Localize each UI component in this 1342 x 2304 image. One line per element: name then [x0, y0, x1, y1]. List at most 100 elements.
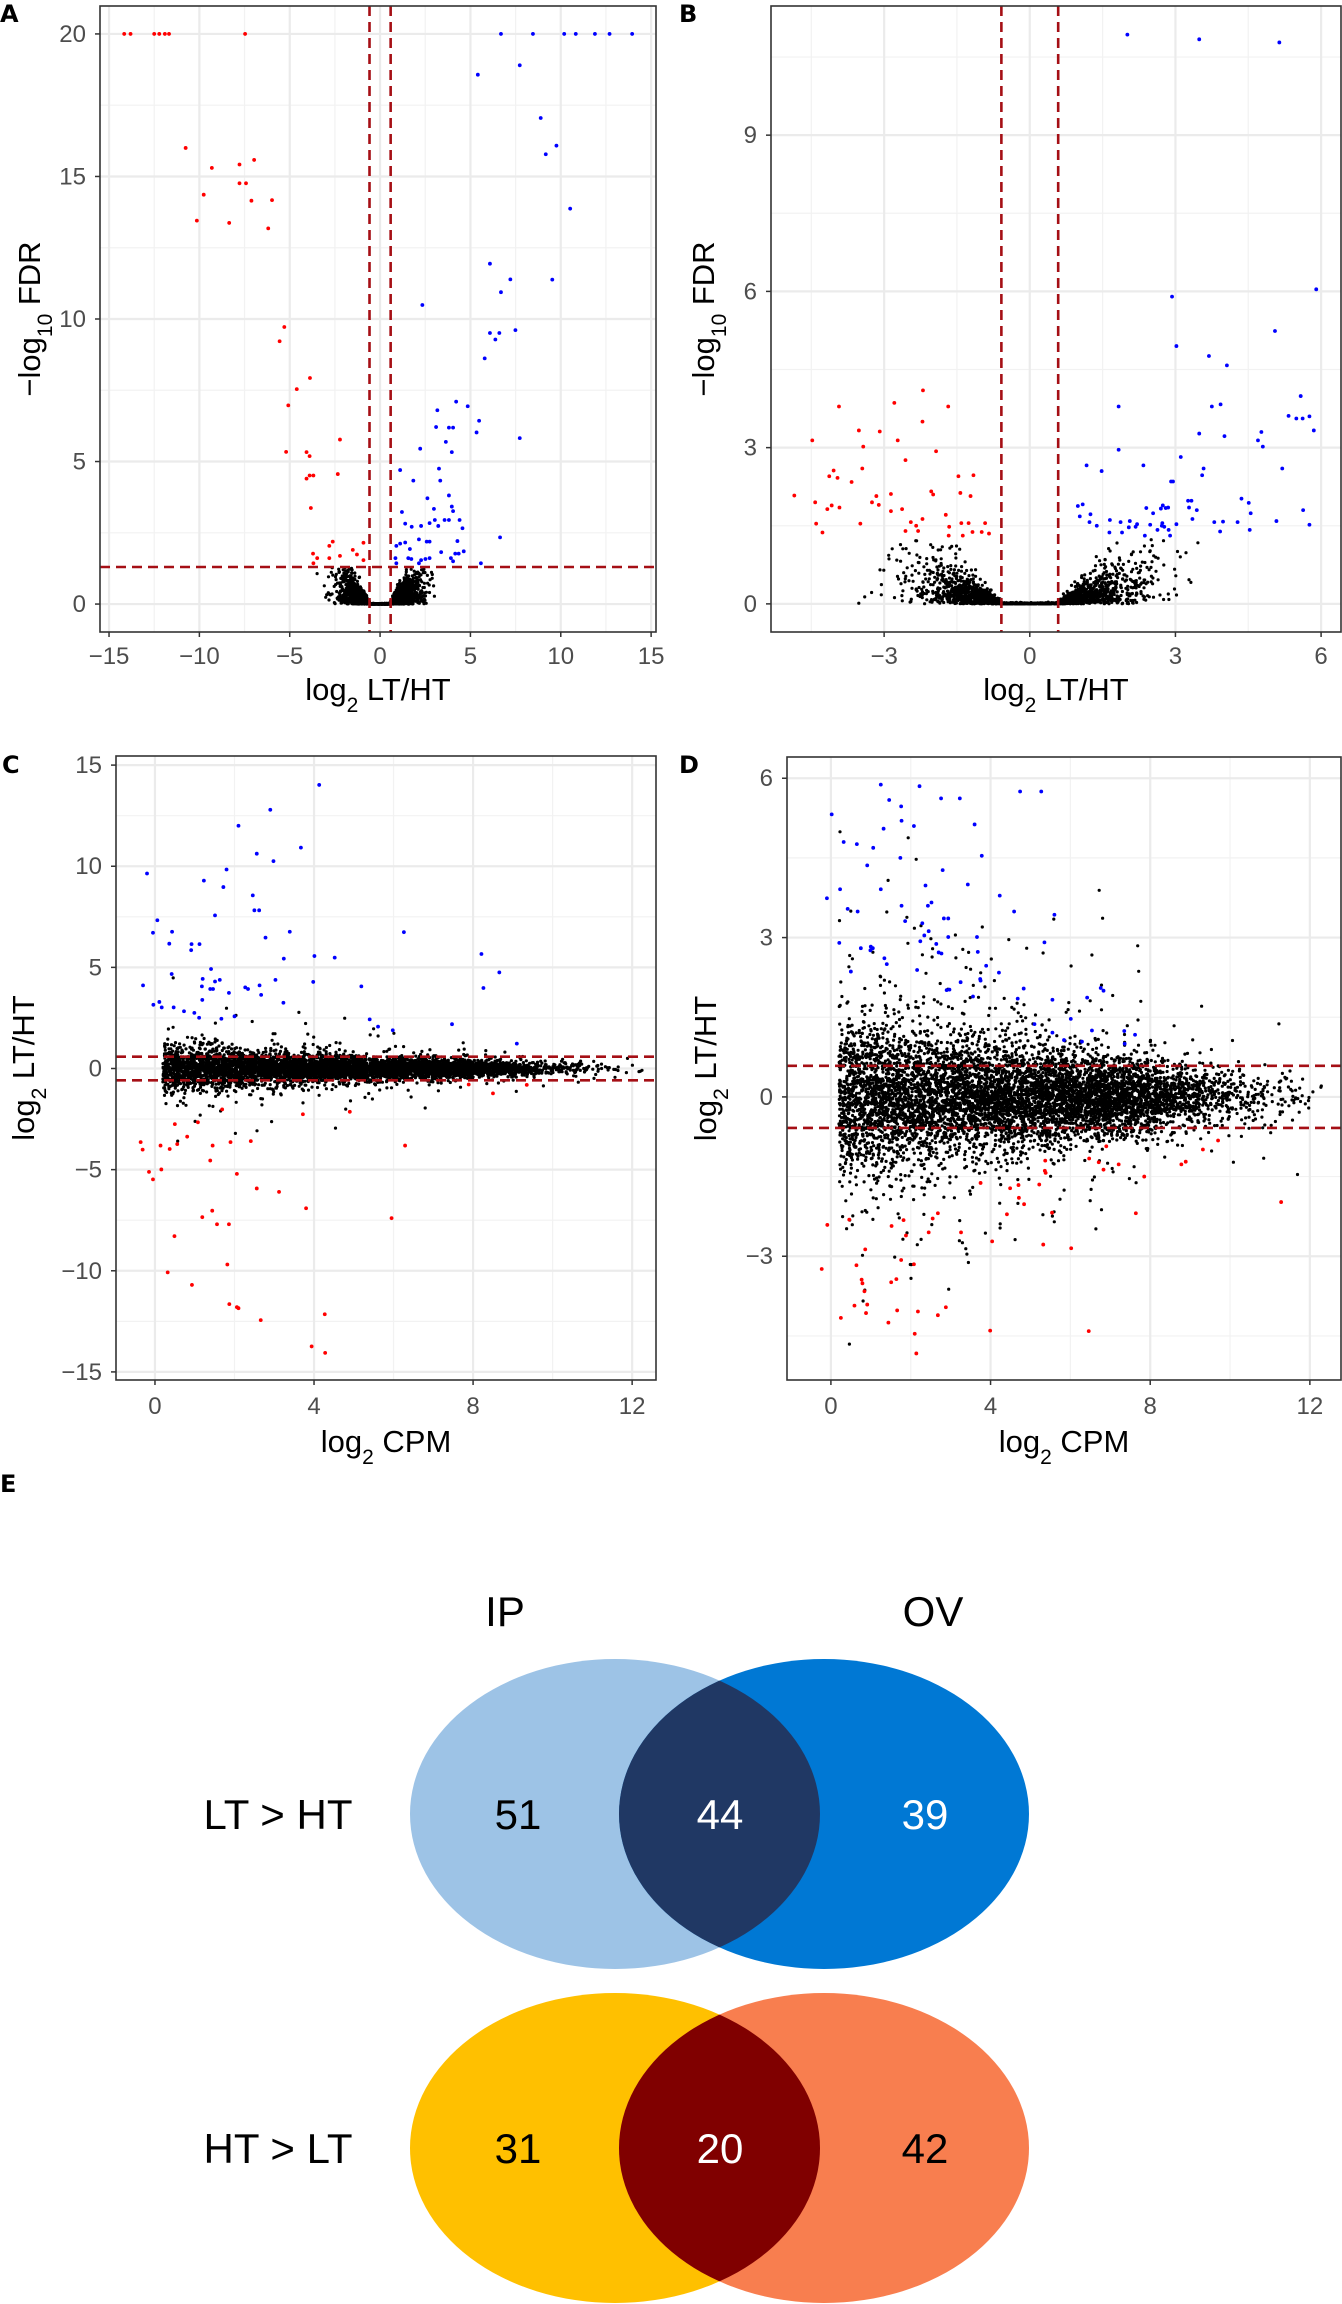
data-point-down [908, 520, 913, 525]
data-point-up [1260, 444, 1265, 449]
data-point-up [1162, 524, 1167, 529]
data-point-not-significant [328, 593, 333, 597]
data-point-up [432, 518, 437, 522]
data-point-not-significant [1173, 567, 1177, 571]
data-point-not-significant [887, 553, 891, 557]
data-point-not-significant [326, 591, 330, 595]
data-point-not-significant [1116, 562, 1120, 566]
data-point-not-significant [1150, 560, 1154, 564]
x-tick-label: 0 [1023, 643, 1036, 670]
data-point-not-significant [917, 561, 921, 565]
data-point-not-significant [917, 571, 921, 575]
data-point-up [1298, 394, 1303, 398]
y-tick-label: 20 [59, 21, 86, 48]
data-point-down [201, 192, 206, 197]
data-point-not-significant [969, 568, 974, 572]
data-point-not-significant [331, 573, 335, 577]
data-point-not-significant [1080, 575, 1084, 580]
data-point-not-significant [354, 602, 358, 606]
data-point-not-significant [952, 580, 956, 584]
data-point-up [1274, 519, 1279, 523]
data-point-not-significant [383, 601, 387, 606]
data-point-up [1107, 530, 1112, 535]
data-point-up [1311, 428, 1316, 433]
data-point-down [914, 523, 919, 528]
data-point-not-significant [950, 577, 954, 581]
data-point-not-significant [1178, 555, 1182, 559]
data-point-not-significant [931, 583, 935, 587]
data-point-not-significant [358, 592, 362, 596]
data-point-not-significant [978, 587, 983, 591]
axis-title-text: log [305, 672, 346, 707]
data-point-not-significant [1093, 589, 1097, 593]
data-point-not-significant [1080, 585, 1084, 589]
data-point-not-significant [921, 580, 925, 584]
data-point-not-significant [1119, 585, 1123, 589]
data-point-not-significant [1115, 598, 1119, 602]
data-point-not-significant [1104, 590, 1108, 594]
data-point-not-significant [340, 574, 344, 578]
data-point-down [827, 474, 832, 479]
data-point-not-significant [1053, 602, 1058, 606]
axis-title-subscript: 2 [347, 694, 359, 717]
data-point-not-significant [947, 576, 952, 580]
data-point-not-significant [985, 596, 989, 601]
data-point-not-significant [1130, 591, 1134, 596]
data-point-not-significant [1085, 598, 1089, 602]
data-point-up [1116, 447, 1121, 452]
data-point-not-significant [322, 584, 326, 588]
data-point-not-significant [1114, 580, 1118, 584]
data-point-not-significant [857, 601, 861, 605]
data-point-up [393, 556, 398, 561]
data-point-not-significant [1156, 578, 1160, 582]
data-point-not-significant [965, 589, 969, 593]
data-point-not-significant [1138, 576, 1142, 580]
data-point-down [284, 449, 289, 454]
data-point-not-significant [1069, 583, 1074, 588]
data-point-down [849, 480, 854, 484]
data-point-not-significant [1189, 580, 1193, 585]
data-point-not-significant [955, 593, 959, 598]
data-point-not-significant [410, 592, 414, 596]
data-point-not-significant [1124, 578, 1128, 582]
data-point-down [903, 529, 908, 533]
data-point-not-significant [1086, 593, 1091, 597]
data-point-not-significant [350, 571, 354, 575]
gridlines [100, 6, 656, 632]
data-point-not-significant [1086, 584, 1090, 588]
data-point-down [194, 218, 199, 223]
data-point-up [1209, 404, 1214, 409]
data-point-not-significant [1070, 600, 1074, 604]
data-point-down [966, 521, 971, 526]
data-point-not-significant [341, 568, 345, 572]
data-point-up [1207, 354, 1211, 358]
data-point-not-significant [1093, 564, 1098, 568]
data-point-down [970, 530, 975, 534]
x-tick-label: 6 [1314, 643, 1327, 670]
data-point-not-significant [419, 597, 423, 601]
data-point-not-significant [1110, 563, 1114, 567]
data-point-not-significant [962, 582, 966, 587]
data-point-not-significant [954, 598, 958, 602]
data-point-not-significant [1135, 566, 1139, 571]
data-point-up [508, 277, 513, 282]
data-point-not-significant [982, 594, 986, 598]
data-point-up [438, 478, 443, 483]
data-point-not-significant [965, 582, 969, 586]
data-point-not-significant [967, 582, 971, 586]
data-point-down [921, 388, 925, 393]
data-point-up [488, 261, 492, 266]
data-point-not-significant [1061, 592, 1065, 596]
data-point-not-significant [902, 571, 906, 575]
data-point-not-significant [879, 583, 884, 587]
data-point-not-significant [327, 598, 331, 602]
data-point-not-significant [946, 592, 950, 596]
data-point-not-significant [958, 547, 962, 551]
data-point-up [477, 418, 481, 423]
data-point-not-significant [907, 551, 911, 555]
data-point-not-significant [940, 599, 944, 603]
data-point-not-significant [415, 596, 419, 601]
data-point-up [403, 521, 408, 526]
data-point-down [900, 507, 904, 511]
